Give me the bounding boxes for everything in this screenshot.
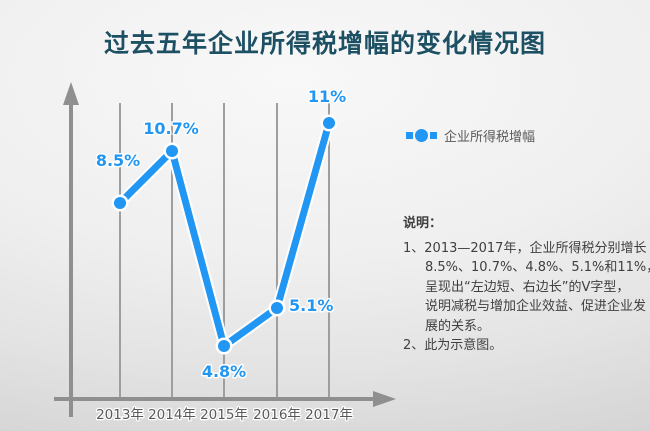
x-axis-category-label: 2016年 (253, 407, 301, 423)
note-line: 8.5%、10.7%、4.8%、5.1%和11%， (425, 260, 650, 275)
y-axis-arrow-icon (63, 82, 79, 105)
x-axis-category-label: 2014年 (148, 407, 196, 423)
line-chart: 8.5%10.7% 4.8% 5.1% 11% 2013年 2014年 2015年 2016年… (54, 82, 396, 424)
data-point-label: 10.7% (143, 119, 199, 138)
note-line: 说明减税与增加企业效益、促进企业发 (425, 299, 647, 314)
x-axis-arrow-icon (373, 391, 396, 407)
data-point-label: 11% (308, 87, 346, 106)
data-point-label: 8.5% (96, 151, 140, 170)
note-line: 展的关系。 (425, 318, 491, 334)
data-point (218, 340, 230, 352)
page-title: 过去五年企业所得税增幅的变化情况图 (103, 29, 546, 58)
note-line: 1、2013—2017年，企业所得税分别增长 (403, 240, 647, 256)
data-point-label: 5.1% (289, 296, 333, 315)
legend-square-icon (406, 132, 413, 139)
note-line: 呈现出“左边短、右边长”的V字型， (425, 279, 630, 295)
data-point (166, 145, 178, 157)
data-point (114, 197, 126, 209)
notes-heading: 说明： (403, 216, 443, 231)
note-line: 2、此为示意图。 (403, 338, 503, 353)
x-axis-category-label: 2015年 (200, 407, 248, 423)
notes-panel: 说明： 1、2013—2017年，企业所得税分别增长 8.5%、10.7%、4.… (403, 214, 650, 356)
line-series-marker-icon (406, 129, 437, 142)
data-point (271, 302, 283, 314)
data-point (323, 117, 335, 129)
x-axis-category-label: 2013年 (96, 407, 144, 423)
x-axis-category-label: 2017年 (305, 407, 353, 423)
legend-label: 企业所得税增幅 (444, 130, 536, 145)
legend: 企业所得税增幅 (406, 126, 535, 145)
legend-circle-icon (415, 129, 428, 142)
data-point-label: 4.8% (202, 362, 246, 381)
legend-square-icon (430, 132, 437, 139)
